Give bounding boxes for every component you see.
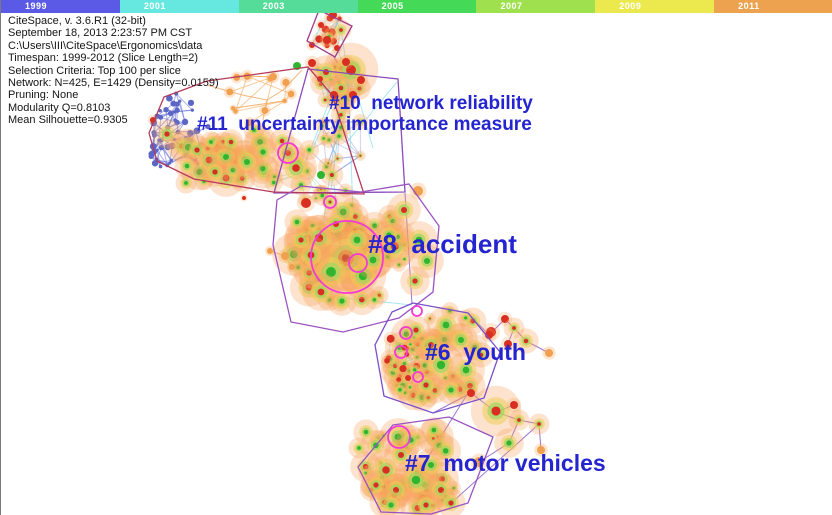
cluster-label-8[interactable]: #8 accident bbox=[368, 229, 517, 259]
timeline-year-label: 2003 bbox=[262, 1, 285, 11]
timeline-year-label: 2001 bbox=[143, 1, 166, 11]
session-info-line: September 18, 2013 2:23:57 PM CST bbox=[8, 27, 193, 40]
timeline-segment-2003: 2003 bbox=[238, 0, 358, 13]
timeline-bar: 1999 2001 2003 2005 2007 2009 2011 bbox=[1, 0, 832, 13]
node-layer bbox=[147, 7, 556, 515]
timeline-year-label: 2007 bbox=[500, 1, 523, 11]
session-info-line: Selection Criteria: Top 100 per slice bbox=[8, 64, 181, 77]
session-info-line: Modularity Q=0.8103 bbox=[8, 101, 111, 114]
hull-cluster-8 bbox=[272, 183, 440, 333]
session-info-line: Network: N=425, E=1429 (Density=0.0159) bbox=[8, 77, 219, 90]
session-info-line: C:\Users\III\CiteSpace\Ergonomics\data bbox=[8, 39, 203, 52]
cluster-label-7[interactable]: #7 motor vehicles bbox=[405, 450, 606, 476]
timeline-segment-2011: 2011 bbox=[714, 0, 832, 13]
hull-top-kite bbox=[306, 9, 353, 58]
timeline-year-label: 2011 bbox=[738, 1, 760, 11]
hull-cluster-6 bbox=[374, 302, 501, 414]
cluster-label-6[interactable]: #6 youth bbox=[425, 339, 526, 365]
cluster-hull-layer bbox=[148, 9, 501, 515]
session-info-line: Mean Silhouette=0.9305 bbox=[8, 114, 128, 127]
timeline-segment-2005: 2005 bbox=[357, 0, 477, 13]
timeline-segment-2009: 2009 bbox=[595, 0, 715, 13]
session-info: CiteSpace, v. 3.6.R1 (32-bit) September 1… bbox=[8, 15, 219, 127]
timeline-year-label: 1999 bbox=[25, 1, 48, 11]
hull-cluster-10 bbox=[273, 68, 406, 194]
cluster-label-11[interactable]: #11 uncertainty importance measure bbox=[197, 114, 532, 135]
hull-cluster-7 bbox=[357, 416, 494, 515]
timeline-year-label: 2009 bbox=[619, 1, 642, 11]
hull-cluster-11 bbox=[148, 66, 365, 195]
session-info-line: CiteSpace, v. 3.6.R1 (32-bit) bbox=[8, 15, 146, 27]
timeline-segment-1999: 1999 bbox=[1, 0, 120, 13]
timeline-year-label: 2005 bbox=[381, 1, 404, 11]
highlight-ring-layer bbox=[277, 142, 424, 449]
timeline-segment-2001: 2001 bbox=[119, 0, 239, 13]
cluster-label-10[interactable]: #10 network reliability bbox=[329, 93, 533, 114]
session-info-line: Pruning: None bbox=[8, 89, 79, 102]
session-info-line: Timespan: 1999-2012 (Slice Length=2) bbox=[8, 52, 199, 65]
timeline-segment-2007: 2007 bbox=[476, 0, 596, 13]
